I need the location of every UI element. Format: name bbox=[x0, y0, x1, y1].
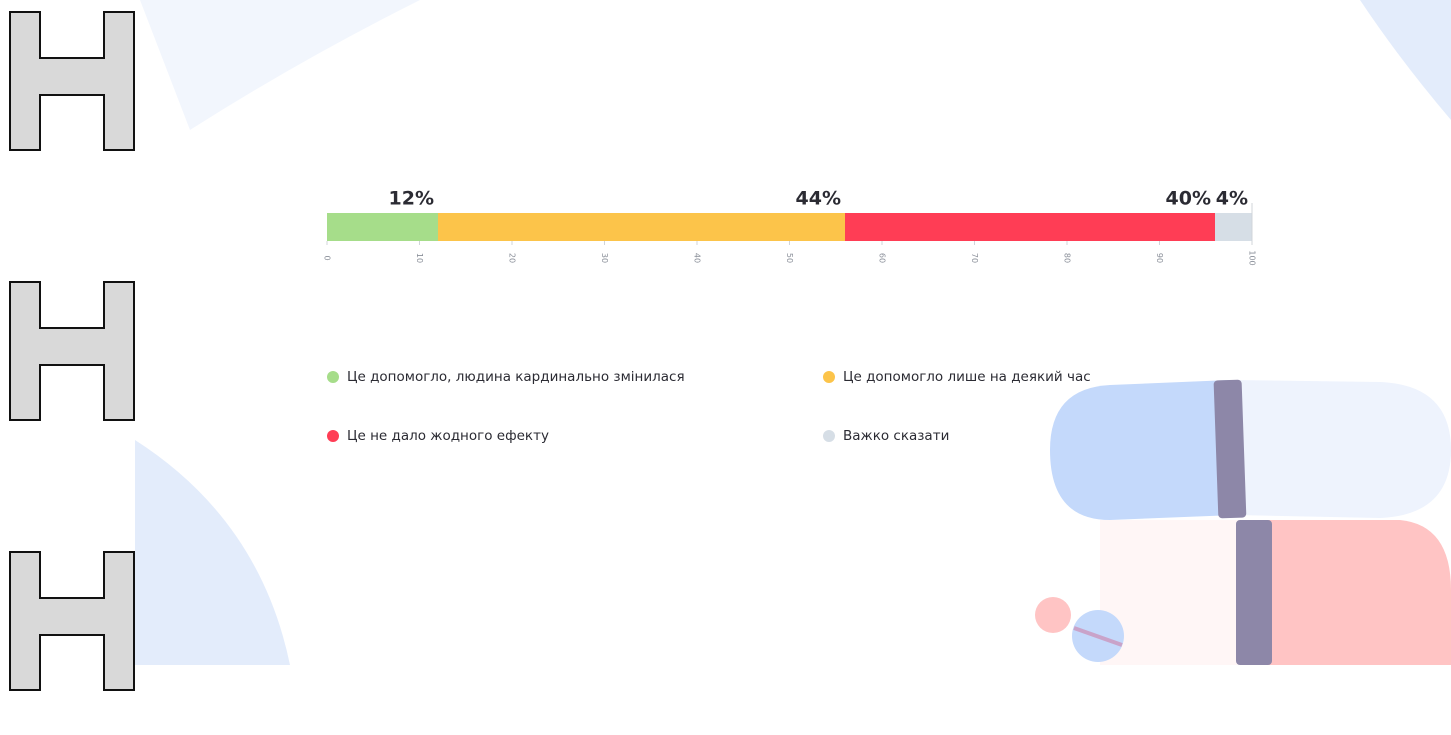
value-label: 12% bbox=[389, 188, 434, 210]
legend-swatch bbox=[823, 371, 835, 383]
legend-label: Це допомогло лише на деякий час bbox=[843, 369, 1091, 385]
bar-segment bbox=[845, 213, 1215, 241]
decor-leaf bbox=[135, 440, 290, 665]
legend-swatch bbox=[823, 430, 835, 442]
x-tick-label: 100 bbox=[1248, 250, 1257, 265]
x-tick-label: 40 bbox=[693, 253, 702, 263]
legend-label: Це не дало жодного ефекту bbox=[347, 428, 549, 444]
legend-swatch bbox=[327, 371, 339, 383]
x-tick-label: 20 bbox=[508, 253, 517, 263]
bar-segment bbox=[327, 213, 438, 241]
legend-label: Важко сказати bbox=[843, 428, 949, 444]
value-label: 40% bbox=[1166, 188, 1211, 210]
x-tick-label: 90 bbox=[1155, 253, 1164, 263]
x-tick-label: 0 bbox=[323, 255, 332, 260]
x-tick-label: 50 bbox=[785, 253, 794, 263]
decor-leaf bbox=[140, 0, 420, 130]
decor-pills bbox=[1035, 379, 1451, 665]
x-tick-label: 10 bbox=[415, 253, 424, 263]
x-tick-label: 70 bbox=[970, 253, 979, 263]
x-tick-label: 80 bbox=[1063, 253, 1072, 263]
value-label: 44% bbox=[796, 188, 841, 210]
x-tick-label: 60 bbox=[878, 253, 887, 263]
bar-segment bbox=[438, 213, 845, 241]
x-tick-label: 30 bbox=[600, 253, 609, 263]
decor-letters bbox=[9, 11, 135, 691]
bar-segment bbox=[1215, 213, 1252, 241]
value-label: 4% bbox=[1216, 188, 1248, 210]
legend-swatch bbox=[327, 430, 339, 442]
decor-leaf bbox=[1360, 0, 1451, 120]
legend-label: Це допомогло, людина кардинально змінила… bbox=[347, 369, 685, 385]
